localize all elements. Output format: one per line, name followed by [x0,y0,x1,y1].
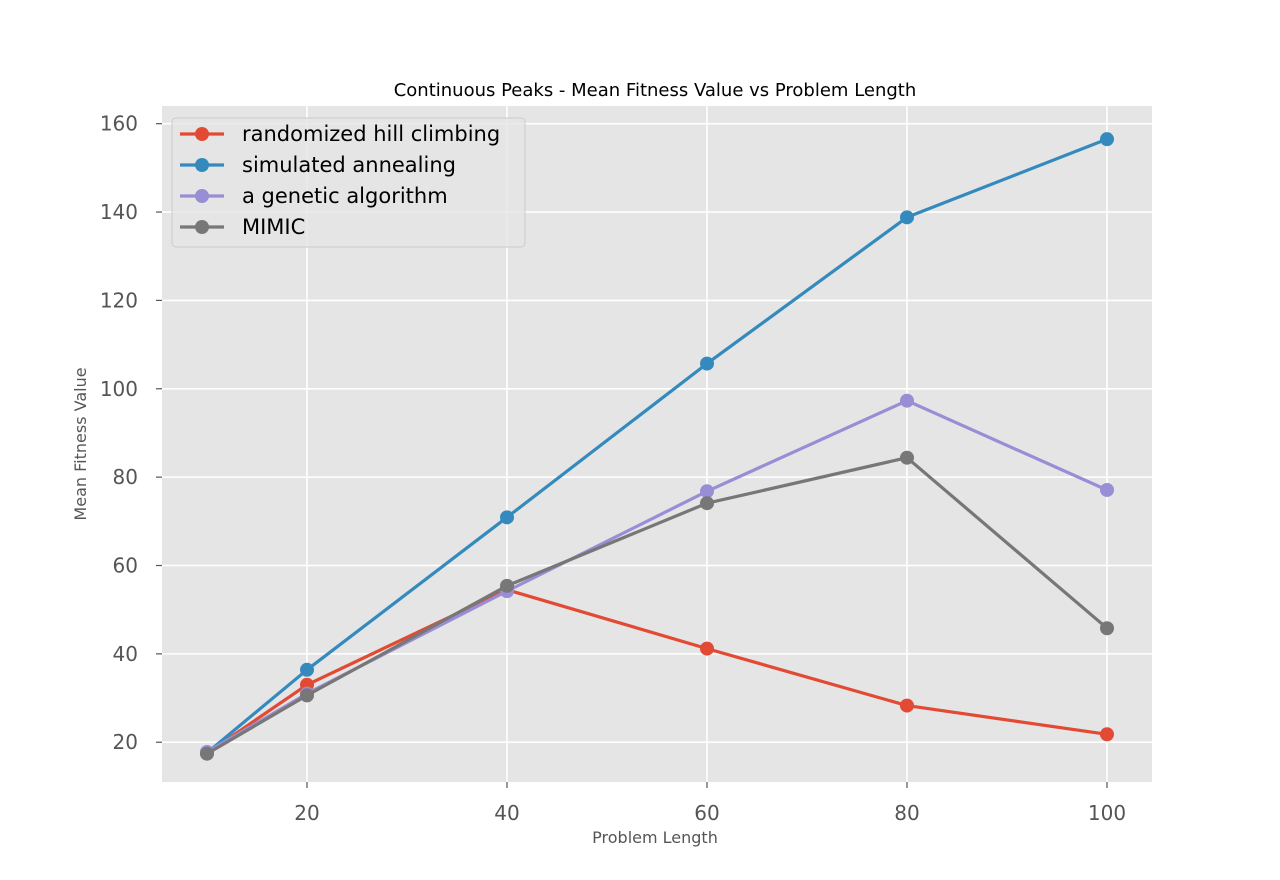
legend-label: a genetic algorithm [242,184,448,208]
series-line [205,137,1108,755]
data-point [300,662,314,677]
x-tick-label: 20 [294,801,319,825]
data-point [900,393,914,408]
x-tick-label: 100 [1088,801,1126,825]
legend-marker [195,127,209,141]
data-point [700,496,714,511]
data-point [300,688,314,703]
x-tick-label: 40 [494,801,519,825]
data-point [1100,132,1114,147]
legend-item: MIMIC [180,215,305,239]
legend-marker [195,220,209,234]
series-line [206,588,1108,755]
legend-item: randomized hill climbing [180,122,500,146]
x-tick-label: 60 [694,801,719,825]
y-tick-label: 60 [113,554,138,578]
legend-label: randomized hill climbing [242,122,500,146]
y-axis-label: Mean Fitness Value [71,367,90,520]
data-point [700,356,714,371]
data-point [500,510,514,525]
data-point [1100,727,1114,742]
y-tick-label: 100 [100,377,138,401]
data-point [900,210,914,225]
x-axis-ticks: 20 40 60 80 100 [294,782,1126,825]
x-tick-label: 80 [894,801,919,825]
data-point [900,450,914,465]
y-tick-label: 80 [113,465,138,489]
series-line [206,456,1109,756]
data-point [700,641,714,656]
series-layer [200,132,1114,761]
legend-item: a genetic algorithm [180,184,448,208]
legend-marker [195,158,209,172]
data-point [700,484,714,499]
legend-marker [195,189,209,203]
data-point [500,578,514,593]
data-point [900,698,914,713]
y-tick-label: 140 [100,200,138,224]
gridlines [162,106,1152,782]
legend: randomized hill climbing simulated anneal… [171,117,526,248]
series-3 [200,450,1114,761]
data-point [1100,482,1114,497]
legend-label: simulated annealing [242,153,456,177]
data-point [1100,621,1114,636]
legend-item: simulated annealing [180,153,456,177]
data-point [200,746,214,761]
y-tick-label: 120 [100,288,138,312]
x-axis-label: Problem Length [592,828,718,847]
y-tick-label: 160 [100,112,138,136]
y-tick-label: 40 [113,642,138,666]
y-tick-label: 20 [113,730,138,754]
chart-title: Continuous Peaks - Mean Fitness Value vs… [394,80,917,101]
y-axis-ticks: 20 40 60 80 100 120 140 160 [100,112,162,754]
legend-label: MIMIC [242,215,305,239]
legend-box [171,117,526,248]
